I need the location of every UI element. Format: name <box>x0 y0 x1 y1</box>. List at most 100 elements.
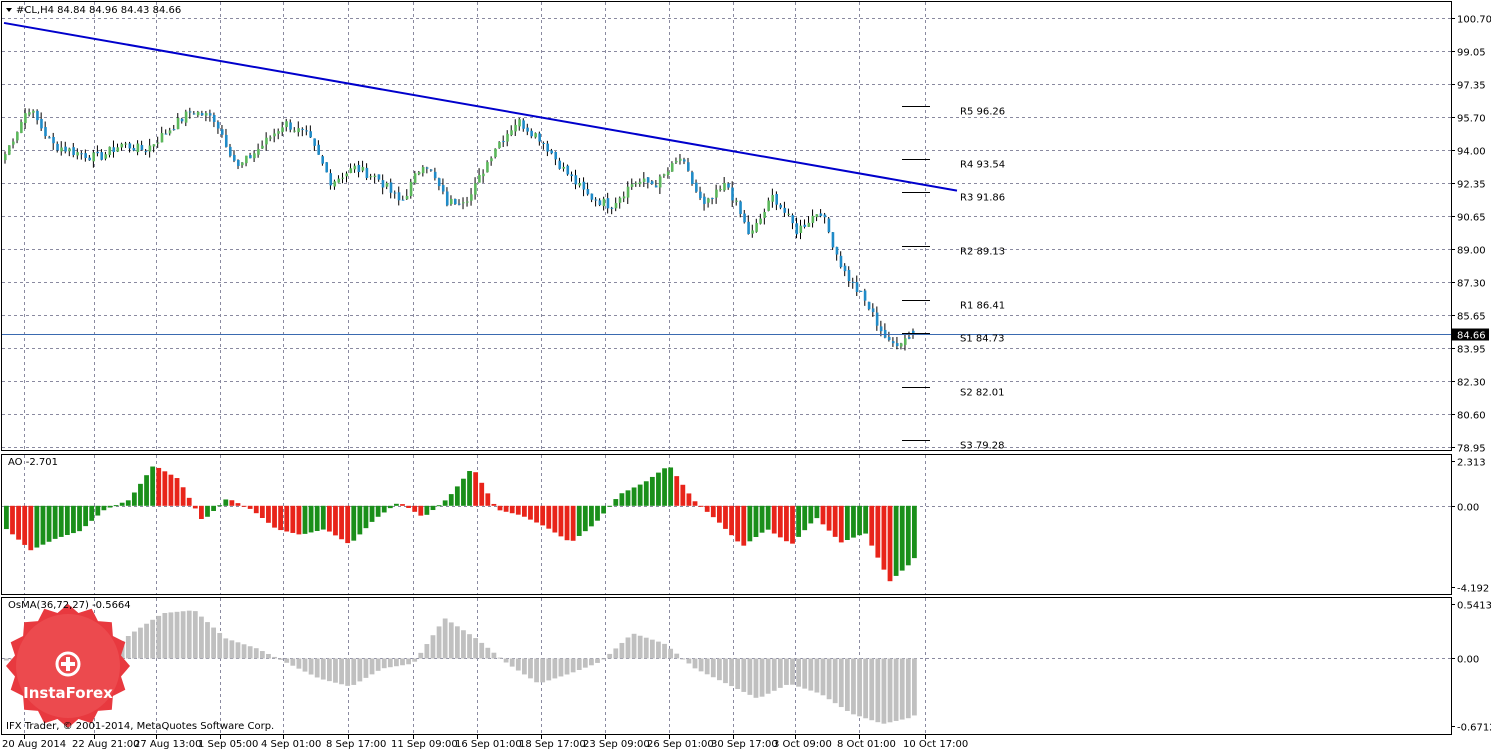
osma-bar <box>150 619 156 659</box>
candle-body <box>433 171 437 179</box>
osma-bar <box>412 658 418 662</box>
osma-bar <box>125 636 131 659</box>
osma-bar <box>808 658 814 691</box>
candle-body <box>349 168 353 174</box>
time-tick-label: 27 Aug 13:00 <box>134 739 201 750</box>
ao-bar <box>887 505 893 582</box>
osma-bar <box>259 651 265 659</box>
ao-bar <box>589 505 594 527</box>
ao-bar <box>814 505 820 519</box>
candle-body <box>281 127 284 133</box>
candle-body <box>831 232 835 248</box>
candle-body <box>196 111 200 116</box>
candle-body <box>907 337 911 339</box>
candle-body <box>253 153 256 159</box>
candle-body <box>650 181 654 185</box>
ao-bar <box>101 505 107 511</box>
osma-bar <box>814 658 820 693</box>
osma-bar <box>229 640 235 659</box>
osma-bar <box>400 658 405 666</box>
candle-body <box>357 164 361 173</box>
osma-bar <box>296 658 302 669</box>
ao-bar <box>253 505 259 514</box>
osma-indicator-label: OsMA(36,72,27) -0.5664 <box>8 600 131 611</box>
candle-body <box>875 312 879 326</box>
candle-body <box>542 143 545 145</box>
candle-body <box>152 144 156 147</box>
candle-body <box>642 178 646 182</box>
ao-bar <box>52 505 58 539</box>
candle-body <box>28 112 31 115</box>
time-tick-label: 18 Sep 17:00 <box>519 739 586 750</box>
ao-bar <box>479 482 485 506</box>
ao-bar <box>759 505 765 533</box>
ao-bar <box>515 505 521 515</box>
osma-bar <box>320 658 326 680</box>
candle-body <box>787 213 791 215</box>
candle-body <box>60 147 63 152</box>
candle-body <box>437 178 441 187</box>
osma-bar <box>899 658 905 720</box>
osma-bar <box>784 658 789 685</box>
candle-body <box>891 341 895 344</box>
candle-body <box>265 137 268 145</box>
ao-bar <box>16 505 21 540</box>
osma-bar <box>704 658 710 675</box>
osma-bar <box>765 658 771 694</box>
osma-bar <box>729 658 734 687</box>
candle-body <box>735 200 738 202</box>
osma-bar <box>643 637 649 659</box>
ao-bar <box>613 499 619 506</box>
osma-bar <box>656 641 661 659</box>
candle-body <box>124 143 128 145</box>
osma-bar <box>186 610 192 659</box>
candle-body <box>160 133 164 143</box>
osma-bar <box>582 658 588 668</box>
osma-bar <box>345 658 351 686</box>
candle-body <box>148 145 152 152</box>
osma-bar <box>290 658 296 666</box>
osma-bar <box>418 652 424 659</box>
ao-bar <box>205 505 210 517</box>
candle-body <box>409 181 413 197</box>
ao-bar <box>375 505 381 517</box>
osma-bar <box>564 658 570 675</box>
candle-body <box>879 326 883 332</box>
candle-body <box>494 148 497 158</box>
ao-bar <box>320 505 326 530</box>
ao-bar <box>448 494 454 506</box>
ao-bar <box>241 505 247 507</box>
ao-bar <box>668 467 674 506</box>
ao-bar <box>656 472 661 506</box>
osma-bar <box>272 656 277 659</box>
symbol-dropdown-arrow-icon[interactable] <box>6 8 12 12</box>
candle-body <box>84 153 87 158</box>
candle-body <box>711 198 714 200</box>
candle-body <box>8 145 11 155</box>
osma-bar <box>601 658 607 660</box>
osma-bar <box>576 658 582 670</box>
candle-body <box>52 136 55 144</box>
ao-bar <box>716 505 722 523</box>
ao-bar <box>400 504 405 506</box>
candle-body <box>285 121 288 128</box>
candle-body <box>662 174 666 176</box>
time-tick-label: 10 Oct 17:00 <box>903 739 968 750</box>
candle-body <box>249 155 252 159</box>
symbol-ohlc-label: #CL,H4 84.84 84.96 84.43 84.66 <box>16 5 181 16</box>
osma-bar <box>241 644 247 659</box>
candle-body <box>164 133 168 135</box>
ao-bar <box>34 505 40 548</box>
osma-bar <box>375 658 381 671</box>
ao-bar <box>826 505 832 531</box>
candle-body <box>120 143 124 148</box>
osma-bar <box>302 658 308 672</box>
indicator-tick-label: 0.00 <box>1457 655 1479 666</box>
candle-body <box>132 147 136 151</box>
ao-bar <box>186 497 192 506</box>
osma-bar <box>869 658 875 721</box>
candle-body <box>851 281 855 283</box>
